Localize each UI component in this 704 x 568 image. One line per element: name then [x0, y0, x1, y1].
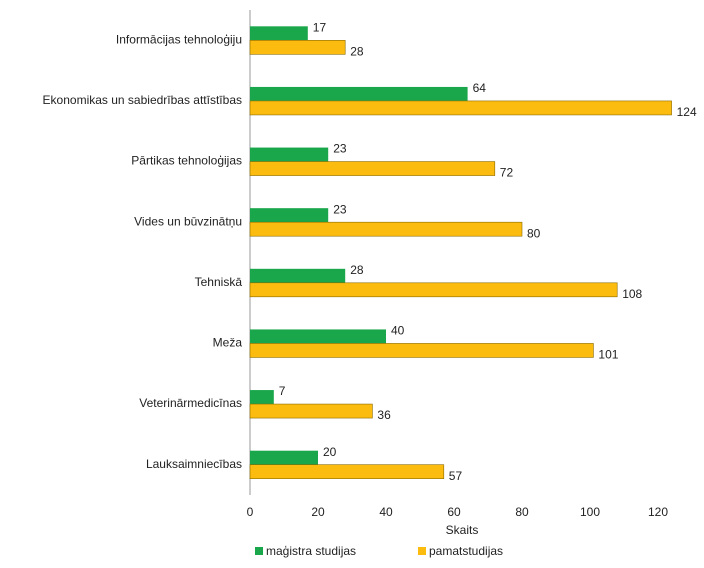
y-tick-label: Meža: [213, 336, 243, 350]
value-label: 80: [527, 226, 541, 240]
x-tick-label: 0: [247, 505, 254, 519]
bar: [249, 403, 373, 419]
value-label: 72: [500, 166, 514, 180]
value-label: 20: [323, 445, 337, 459]
y-tick-label: Lauksaimniecības: [146, 457, 242, 471]
value-label: 28: [350, 44, 364, 58]
value-label: 23: [333, 202, 347, 216]
x-tick-label: 120: [648, 505, 668, 519]
bar: [250, 329, 386, 344]
y-tick-label: Vides un būvzinātņu: [134, 214, 242, 228]
legend-swatch: [418, 547, 426, 555]
y-tick-label: Ekonomikas un sabiedrības attīstības: [43, 93, 242, 107]
bar: [250, 147, 329, 162]
x-tick-label: 80: [515, 505, 529, 519]
y-tick-label: Tehniskā: [195, 275, 243, 289]
bar: [249, 221, 523, 237]
value-label: 124: [677, 105, 697, 119]
value-label: 23: [333, 142, 347, 156]
x-tick-label: 60: [447, 505, 461, 519]
y-tick-label: Veterinārmedicīnas: [139, 396, 242, 410]
y-tick-label: Pārtikas tehnoloģijas: [131, 154, 242, 168]
legend-label: maģistra studijas: [266, 544, 356, 558]
value-label: 36: [377, 408, 391, 422]
bar: [250, 450, 318, 465]
value-label: 101: [598, 348, 618, 362]
x-axis-label: Skaits: [446, 523, 479, 537]
bar: [249, 282, 618, 298]
bar: [249, 100, 672, 116]
bar: [249, 343, 594, 358]
x-tick-label: 100: [580, 505, 600, 519]
bar: [250, 26, 308, 41]
bar: [249, 40, 346, 55]
bar: [249, 464, 445, 479]
y-tick-label: Informācijas tehnoloģiju: [116, 32, 242, 46]
value-label: 7: [279, 384, 286, 398]
x-tick-label: 20: [311, 505, 325, 519]
value-label: 108: [622, 287, 642, 301]
bar: [250, 86, 468, 101]
value-label: 40: [391, 324, 405, 338]
bar: [250, 208, 329, 223]
bar: [250, 268, 346, 283]
legend-label: pamatstudijas: [429, 544, 503, 558]
value-label: 64: [473, 81, 487, 95]
x-tick-label: 40: [379, 505, 393, 519]
bar: [249, 161, 496, 176]
legend-swatch: [255, 547, 263, 555]
value-label: 17: [313, 20, 327, 34]
value-label: 28: [350, 263, 364, 277]
bar: [250, 390, 274, 405]
value-label: 57: [449, 469, 463, 483]
